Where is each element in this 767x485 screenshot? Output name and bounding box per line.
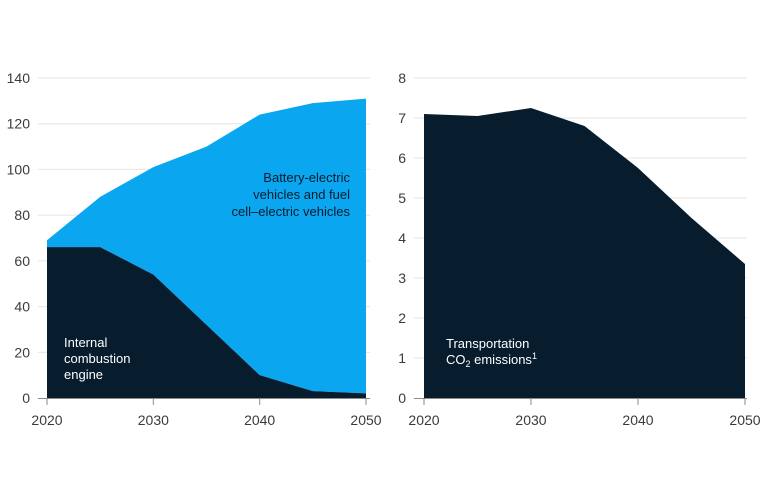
left-x-ticks: 2020 2030 2040 2050 bbox=[31, 398, 382, 428]
ice-label-line: Internal bbox=[64, 335, 107, 350]
ice-label: Internal combustion engine bbox=[64, 335, 130, 382]
right-y-tick-label: 7 bbox=[398, 110, 406, 126]
right-y-tick-label: 2 bbox=[398, 310, 406, 326]
left-x-tick-label: 2020 bbox=[31, 412, 62, 428]
right-x-tick-label: 2040 bbox=[622, 412, 653, 428]
right-x-tick-label: 2030 bbox=[515, 412, 546, 428]
left-y-tick-label: 60 bbox=[14, 253, 30, 269]
right-y-tick-label: 8 bbox=[398, 70, 406, 86]
left-x-tick-label: 2050 bbox=[350, 412, 381, 428]
co2-emissions-label: Transportation CO2 emissions1 bbox=[446, 336, 537, 369]
left-y-tick-label: 0 bbox=[22, 390, 30, 406]
left-x-tick-label: 2030 bbox=[138, 412, 169, 428]
bev-fcev-label-line: cell–electric vehicles bbox=[232, 204, 351, 219]
ice-label-line: engine bbox=[64, 367, 103, 382]
right-y-tick-label: 5 bbox=[398, 190, 406, 206]
ice-area bbox=[47, 247, 366, 398]
co2-emissions-chart: 0 1 2 3 4 5 6 7 8 2020 2030 2040 2050 Transportation C… bbox=[398, 70, 761, 428]
right-y-tick-label: 4 bbox=[398, 230, 406, 246]
left-y-tick-label: 40 bbox=[14, 299, 30, 315]
left-y-tick-label: 80 bbox=[14, 207, 30, 223]
right-x-ticks: 2020 2030 2040 2050 bbox=[408, 398, 761, 428]
co2-label-line: emissions bbox=[471, 352, 533, 367]
right-y-tick-label: 3 bbox=[398, 270, 406, 286]
left-x-tick-label: 2040 bbox=[244, 412, 275, 428]
ice-label-line: combustion bbox=[64, 351, 130, 366]
co2-label-line: Transportation bbox=[446, 336, 529, 351]
co2-label-footnote: 1 bbox=[532, 351, 537, 361]
bev-fcev-area bbox=[47, 98, 366, 394]
bev-fcev-label-line: Battery-electric bbox=[263, 170, 350, 185]
co2-emissions-area bbox=[424, 108, 745, 398]
right-y-tick-label: 6 bbox=[398, 150, 406, 166]
co2-label-line: CO bbox=[446, 352, 466, 367]
right-x-tick-label: 2020 bbox=[408, 412, 439, 428]
left-y-ticks: 0 20 40 60 80 100 120 140 bbox=[7, 70, 31, 406]
right-y-ticks: 0 1 2 3 4 5 6 7 8 bbox=[398, 70, 406, 406]
left-y-tick-label: 100 bbox=[7, 161, 31, 177]
left-y-tick-label: 120 bbox=[7, 116, 31, 132]
bev-fcev-label: Battery-electric vehicles and fuel cell–el… bbox=[232, 170, 351, 219]
left-y-tick-label: 20 bbox=[14, 344, 30, 360]
co2-label-subscript: 2 bbox=[466, 359, 471, 369]
right-x-tick-label: 2050 bbox=[729, 412, 760, 428]
right-y-tick-label: 0 bbox=[398, 390, 406, 406]
left-y-tick-label: 140 bbox=[7, 70, 31, 86]
bev-fcev-label-line: vehicles and fuel bbox=[253, 187, 350, 202]
right-y-tick-label: 1 bbox=[398, 350, 406, 366]
left-areas bbox=[47, 98, 366, 398]
